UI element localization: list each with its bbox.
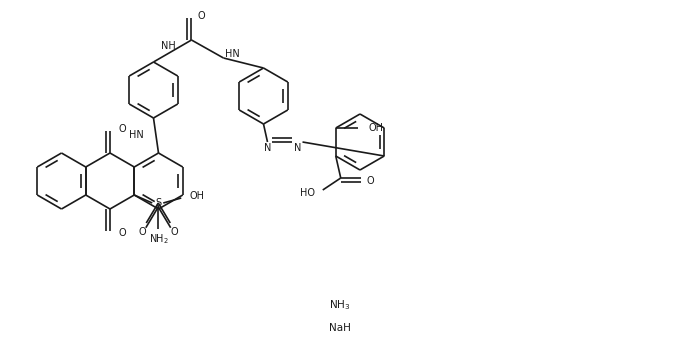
Text: NaH: NaH [329, 323, 351, 333]
Text: O: O [138, 227, 146, 237]
Text: O: O [198, 11, 205, 21]
Text: OH: OH [369, 123, 384, 133]
Text: OH: OH [189, 191, 204, 201]
Text: NH$_2$: NH$_2$ [148, 232, 168, 246]
Text: N: N [294, 143, 301, 153]
Text: N: N [264, 143, 271, 153]
Text: O: O [170, 227, 178, 237]
Text: HO: HO [300, 188, 315, 198]
Text: S: S [155, 198, 161, 208]
Text: O: O [118, 228, 126, 238]
Text: NH$_3$: NH$_3$ [330, 298, 351, 312]
Text: HN: HN [129, 131, 144, 140]
Text: O: O [367, 176, 374, 186]
Text: HN: HN [226, 49, 240, 59]
Text: NH: NH [161, 41, 176, 51]
Text: O: O [118, 124, 126, 134]
